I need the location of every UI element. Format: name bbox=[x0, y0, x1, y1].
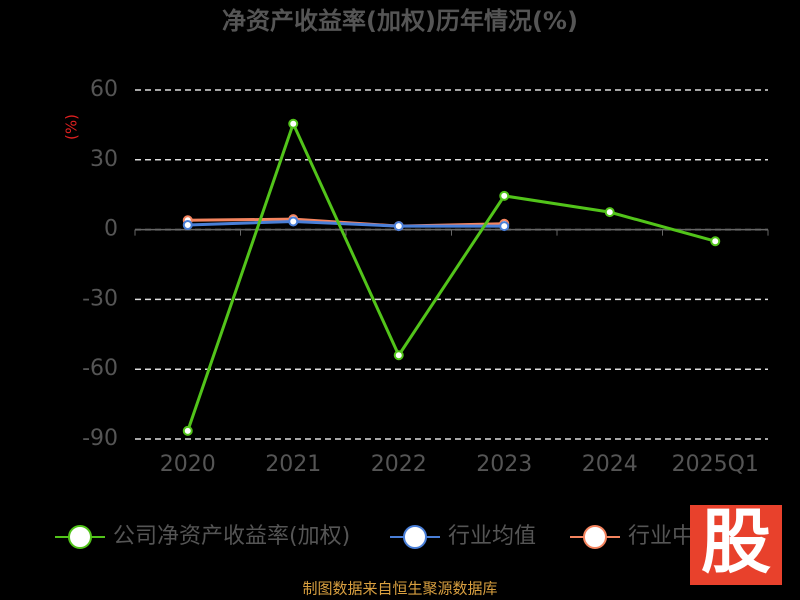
x-tick-label: 2024 bbox=[582, 452, 638, 477]
data-point bbox=[604, 207, 615, 218]
legend-marker bbox=[403, 525, 427, 549]
x-tick-label: 2025Q1 bbox=[672, 452, 759, 477]
data-point bbox=[393, 221, 404, 232]
y-tick-label: 0 bbox=[104, 217, 118, 242]
legend-marker bbox=[583, 525, 607, 549]
legend-label: 行业均值 bbox=[448, 524, 536, 549]
y-tick-label: 30 bbox=[90, 147, 118, 172]
legend-marker bbox=[68, 525, 92, 549]
x-tick-label: 2021 bbox=[265, 452, 321, 477]
y-tick-label: 60 bbox=[90, 77, 118, 102]
data-point bbox=[288, 118, 299, 129]
series-line bbox=[186, 119, 716, 432]
data-point bbox=[393, 350, 404, 361]
legend-label: 公司净资产收益率(加权) bbox=[113, 524, 350, 549]
logo: 股 bbox=[701, 501, 771, 583]
y-tick-label: -30 bbox=[82, 286, 118, 311]
y-tick-label: -90 bbox=[82, 426, 118, 451]
data-point bbox=[710, 236, 721, 247]
chart-title: 净资产收益率(加权)历年情况(%) bbox=[222, 7, 578, 35]
data-point bbox=[182, 425, 193, 436]
data-point bbox=[182, 219, 193, 230]
y-axis-label: (%) bbox=[63, 114, 81, 140]
footer: 制图数据来自恒生聚源数据库 bbox=[302, 580, 497, 598]
data-point bbox=[288, 216, 299, 227]
logo-box bbox=[690, 505, 782, 585]
x-tick-label: 2022 bbox=[371, 452, 427, 477]
y-tick-label: -60 bbox=[82, 356, 118, 381]
data-point bbox=[499, 190, 510, 201]
data-point bbox=[499, 221, 510, 232]
x-tick-label: 2020 bbox=[160, 452, 216, 477]
x-tick-label: 2023 bbox=[476, 452, 532, 477]
series-line bbox=[187, 219, 505, 228]
